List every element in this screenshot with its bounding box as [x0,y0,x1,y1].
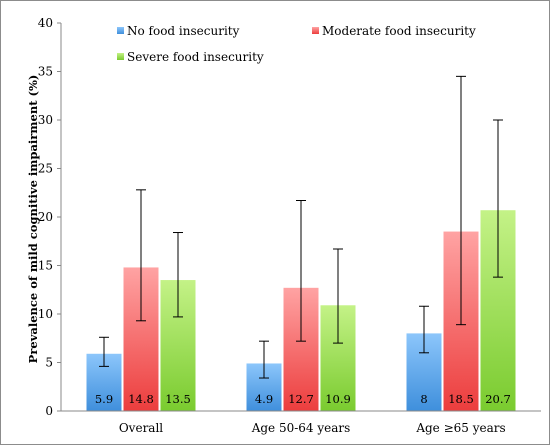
legend-label: Moderate food insecurity [322,24,476,38]
bar-value-label: 20.7 [485,392,511,406]
legend-swatch [117,53,124,60]
legend-label: No food insecurity [127,24,240,38]
y-axis-title: Prevalence of mild cognitive impairment … [26,75,40,364]
bar-value-label: 18.5 [448,392,474,406]
bar-value-label: 8 [420,392,427,406]
bar-value-label: 14.8 [128,392,154,406]
value-labels-layer: 5.9 14.8 13.5 4.9 12.7 10.9 8 18.5 20.7 [95,392,511,406]
bar-value-label: 10.9 [325,392,351,406]
y-tick-label: 15 [38,259,53,273]
legend-label: Severe food insecurity [127,50,264,64]
x-axis-labels: Overall Age 50-64 years Age ≥65 years [119,421,506,435]
bar-value-label: 12.7 [288,392,314,406]
bars-layer [86,210,516,411]
bar-value-label: 5.9 [95,392,113,406]
x-category-label: Age ≥65 years [415,421,505,435]
y-tick-label: 35 [38,65,53,79]
error-bars-layer [99,75,503,379]
y-tick-label: 10 [38,307,53,321]
bar-value-label: 4.9 [255,392,273,406]
y-tick-label: 25 [38,162,53,176]
y-tick-label: 5 [45,356,53,370]
x-category-label: Overall [119,421,163,435]
legend: No food insecurity Moderate food insecuri… [117,24,476,64]
bar-value-label: 13.5 [165,392,191,406]
y-tick-label: 0 [45,404,53,418]
legend-swatch [117,27,124,34]
y-tick-label: 30 [38,113,53,127]
legend-swatch [312,27,319,34]
y-axis-ticks: 0 5 10 15 20 25 30 35 40 [38,16,61,418]
y-tick-label: 40 [38,16,53,30]
x-category-label: Age 50-64 years [251,421,351,435]
y-tick-label: 20 [38,210,53,224]
